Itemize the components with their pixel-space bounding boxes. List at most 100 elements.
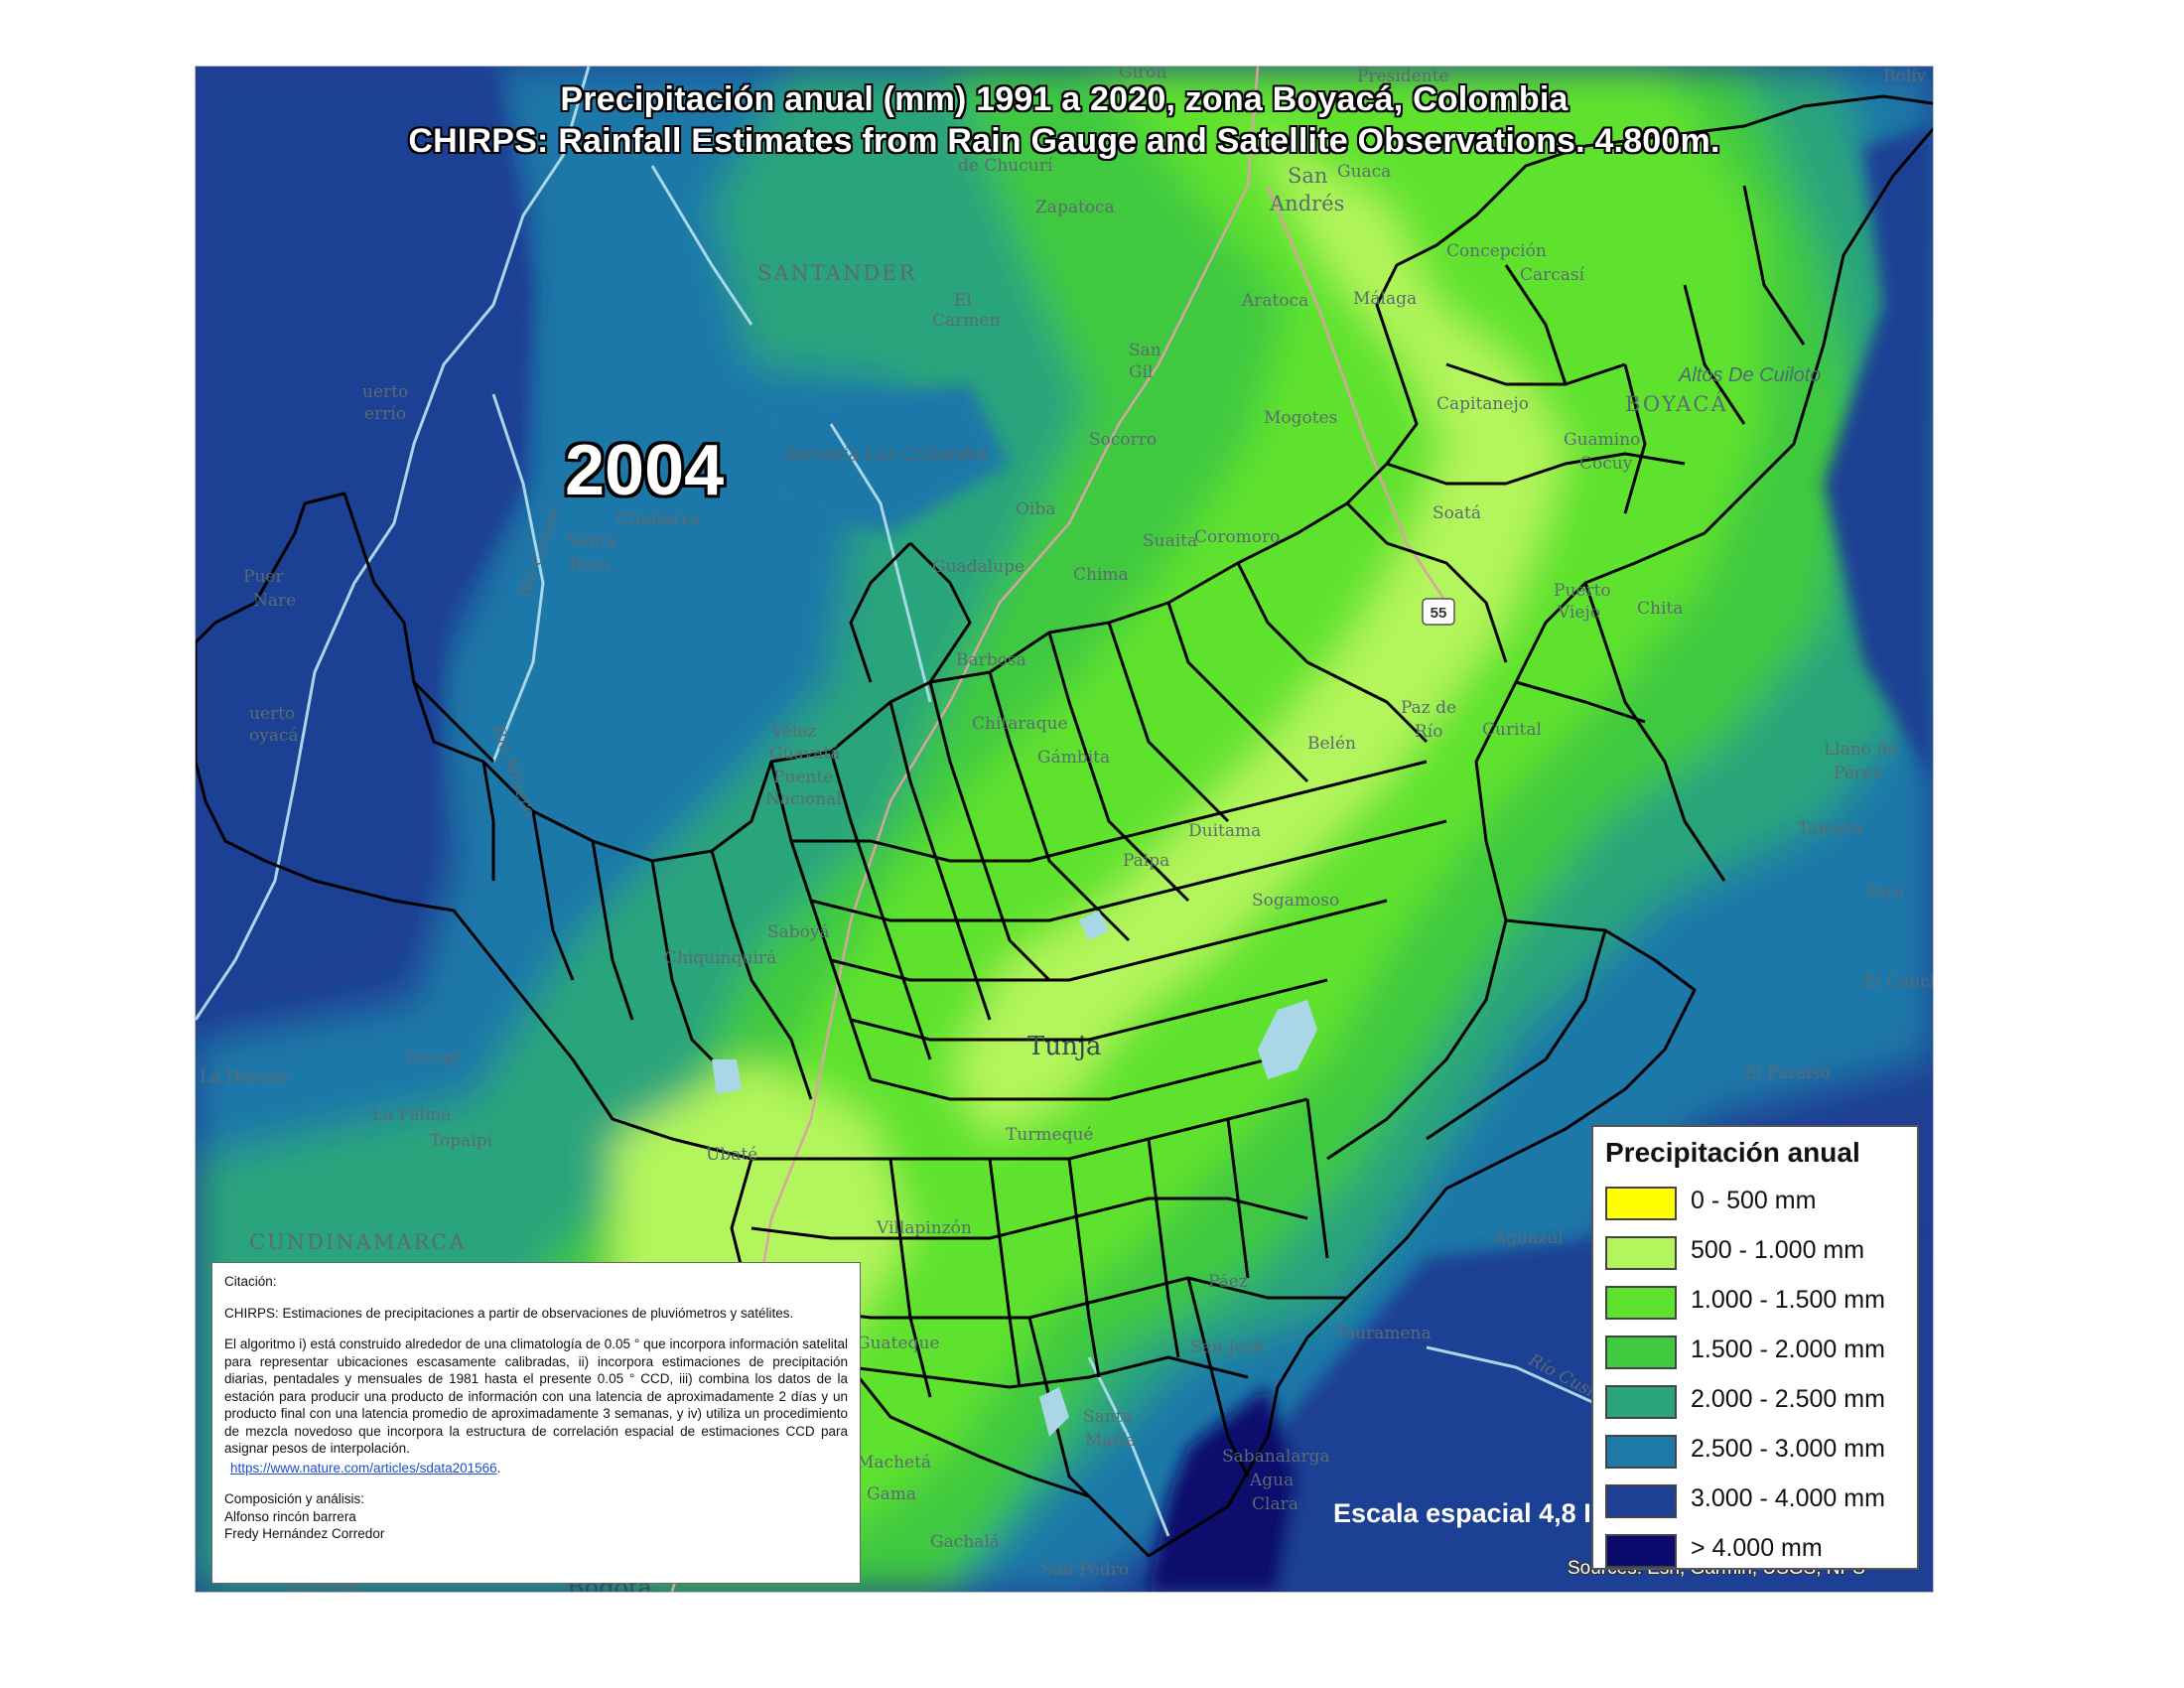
citation-body: El algoritmo i) está construido alrededo… bbox=[224, 1336, 848, 1456]
citation-author-1: Alfonso rincón barrera bbox=[224, 1508, 356, 1524]
zone-3000-4000-west bbox=[196, 67, 533, 1020]
label-llano-1: Llano de bbox=[1824, 740, 1898, 760]
zone-over-4000 bbox=[1149, 1387, 1297, 1592]
label-santa-rosa-1: Santa bbox=[567, 531, 616, 551]
legend-label: 2.000 - 2.500 mm bbox=[1691, 1385, 1885, 1413]
label-macheta: Machetá bbox=[857, 1453, 932, 1473]
lakes bbox=[712, 911, 1317, 1437]
label-aguazul: Aguazul bbox=[1494, 1228, 1564, 1248]
legend-swatch bbox=[1605, 1534, 1677, 1568]
label-ubate: Ubaté bbox=[706, 1145, 758, 1165]
label-gambita: Gámbita bbox=[1037, 748, 1111, 768]
year-label: 2004 bbox=[565, 431, 725, 510]
label-suaita: Suaita bbox=[1143, 531, 1198, 551]
legend-swatch bbox=[1605, 1187, 1677, 1220]
legend-label: 0 - 500 mm bbox=[1691, 1187, 1817, 1214]
label-belen: Belén bbox=[1307, 734, 1356, 754]
citation-box: Citación: CHIRPS: Estimaciones de precip… bbox=[211, 1262, 861, 1584]
citation-link[interactable]: https://www.nature.com/articles/sdata201… bbox=[230, 1460, 497, 1476]
map-frame[interactable]: 55 Girón Presidente Bolív de Chucurí San… bbox=[195, 66, 1934, 1593]
label-coromoro: Coromoro bbox=[1194, 527, 1281, 547]
label-puerto-nare-2: Nare bbox=[253, 591, 297, 611]
highway-north bbox=[1266, 185, 1448, 604]
legend-label: 1.500 - 2.000 mm bbox=[1691, 1336, 1885, 1363]
boyaca-outline bbox=[196, 94, 1933, 1558]
label-puente-nacional-2: Nacional bbox=[765, 789, 842, 809]
label-mogotes: Mogotes bbox=[1264, 408, 1338, 428]
legend-swatch bbox=[1605, 1236, 1677, 1270]
label-cimitarra: Cimitarra bbox=[616, 509, 700, 529]
label-santa-maria-1: Santa bbox=[1083, 1407, 1133, 1427]
map-title: Precipitación anual (mm) 1991 a 2020, zo… bbox=[560, 80, 1569, 118]
label-puerto-berrio-2: errío bbox=[364, 404, 406, 424]
zone-500-1000 bbox=[950, 126, 1566, 1139]
zone-3000-4000-east bbox=[1824, 126, 1933, 781]
carare-river bbox=[491, 393, 545, 763]
label-sogamoso: Sogamoso bbox=[1252, 891, 1340, 911]
label-tamara: Támara bbox=[1798, 819, 1862, 839]
label-zapatoca: Zapatoca bbox=[1035, 198, 1115, 217]
label-tauramena: Tauramena bbox=[1335, 1324, 1432, 1343]
label-tunja: Tunja bbox=[1027, 1032, 1102, 1061]
label-guaca: Guaca bbox=[1337, 162, 1392, 182]
label-guadalupe: Guadalupe bbox=[932, 557, 1025, 577]
label-chitaraque: Chitaraque bbox=[972, 714, 1068, 734]
legend: Precipitación anual 0 - 500 mm 500 - 1.0… bbox=[1591, 1125, 1919, 1570]
label-chima: Chima bbox=[1073, 565, 1129, 585]
label-puerto-boyaca-1: uerto bbox=[249, 704, 296, 724]
label-santander: SANTANDER bbox=[757, 261, 917, 285]
label-serrania: Serranía Los Cobardes bbox=[783, 444, 989, 466]
label-puerto-berrio-1: uerto bbox=[362, 382, 409, 402]
label-la-dorada: La Dorada bbox=[200, 1067, 289, 1087]
label-el-cocuy-2: Cocuy bbox=[1579, 454, 1633, 474]
citation-line1: CHIRPS: Estimaciones de precipitaciones … bbox=[224, 1305, 794, 1321]
label-llano-2: Pérez bbox=[1834, 764, 1881, 783]
label-pore: Pore bbox=[1865, 883, 1905, 903]
label-villapinzon: Villapinzón bbox=[877, 1218, 972, 1238]
legend-label: > 4.000 mm bbox=[1691, 1534, 1823, 1562]
label-el-paraiso: El Paraíso bbox=[1744, 1063, 1831, 1083]
label-chucuri: de Chucurí bbox=[958, 156, 1053, 176]
label-san-gil-2: Gil bbox=[1129, 362, 1154, 382]
label-san-andres-2: Andrés bbox=[1270, 192, 1345, 215]
label-turmeque: Turmequé bbox=[1006, 1125, 1094, 1145]
label-puerto-boyaca-2: oyacá bbox=[249, 726, 299, 746]
zone-2500-3000-serrania bbox=[761, 384, 1010, 533]
label-el-carmen-2: Carmen bbox=[932, 311, 1001, 331]
label-la-palma: La Palma bbox=[372, 1105, 452, 1125]
label-sabanalarga: Sabanalarga bbox=[1222, 1447, 1330, 1467]
svg-text:55: 55 bbox=[1431, 605, 1447, 622]
label-chiquinquira: Chiquinquirá bbox=[664, 948, 777, 968]
label-puente-nacional-1: Puente bbox=[773, 768, 834, 787]
label-el-carmen-1: El bbox=[954, 291, 972, 311]
legend-swatch bbox=[1605, 1385, 1677, 1419]
lake-tota bbox=[1258, 1000, 1317, 1079]
upia-river bbox=[1087, 1356, 1170, 1537]
label-capitanejo: Capitanejo bbox=[1436, 394, 1529, 414]
label-aratoca: Aratoca bbox=[1242, 291, 1309, 311]
label-curital: Curital bbox=[1482, 720, 1542, 740]
label-puerto-viejo-1: Puerto bbox=[1554, 581, 1611, 601]
lake-fuquene bbox=[712, 1059, 742, 1094]
sogamoso-river bbox=[650, 165, 753, 326]
label-yacopi: Yacopí bbox=[404, 1048, 461, 1067]
label-malaga: Málaga bbox=[1353, 289, 1418, 309]
label-duitama: Duitama bbox=[1188, 821, 1262, 841]
label-santa-maria-2: María bbox=[1085, 1431, 1137, 1451]
legend-swatch bbox=[1605, 1435, 1677, 1469]
road-shield-55: 55 bbox=[1422, 598, 1455, 626]
label-giron: Girón bbox=[1119, 66, 1167, 82]
label-gachala: Gachalá bbox=[930, 1532, 1000, 1552]
label-paz-2: Río bbox=[1415, 722, 1443, 742]
label-velez: Vélez bbox=[771, 722, 817, 742]
label-el-cauca: El Cauch bbox=[1863, 972, 1934, 992]
legend-swatch bbox=[1605, 1286, 1677, 1320]
label-boyaca: BOYACÁ bbox=[1625, 392, 1728, 416]
label-paz-1: Paz de bbox=[1401, 698, 1457, 718]
legend-swatch bbox=[1605, 1484, 1677, 1518]
label-altos: Altos De Cuiloto bbox=[1679, 364, 1822, 386]
label-san-jose: San José bbox=[1190, 1337, 1264, 1357]
legend-label: 3.000 - 4.000 mm bbox=[1691, 1484, 1885, 1512]
legend-swatch bbox=[1605, 1336, 1677, 1369]
legend-title: Precipitación anual bbox=[1605, 1137, 1860, 1168]
